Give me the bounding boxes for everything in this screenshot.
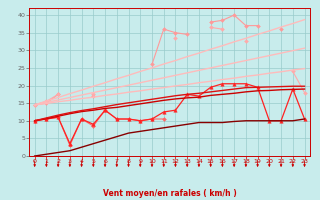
Text: Vent moyen/en rafales ( km/h ): Vent moyen/en rafales ( km/h ) (103, 189, 236, 198)
